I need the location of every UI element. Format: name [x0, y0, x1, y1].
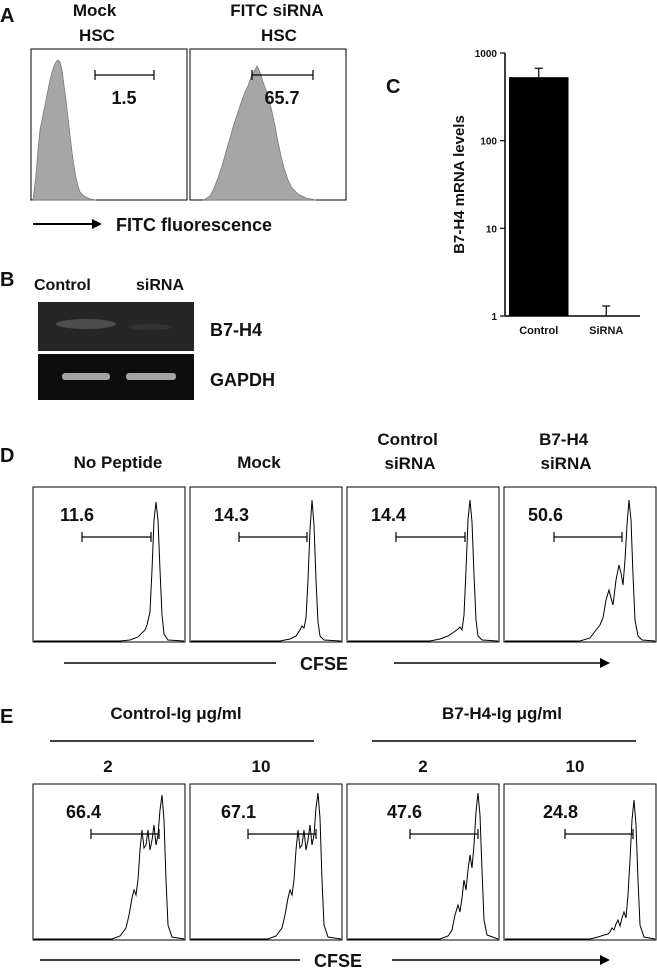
gate-value-control-ig-2: 66.4	[66, 802, 101, 822]
panel-letter-d: D	[0, 445, 14, 467]
band-b7h4-control	[56, 319, 116, 329]
gate-value-fitc-sirna-hsc: 65.7	[264, 88, 299, 108]
histogram-no-peptide	[34, 501, 185, 642]
gate-value-mock-hsc: 1.5	[111, 88, 136, 108]
sample-label-b7h4-sirna: B7-H4 siRNA	[539, 430, 593, 473]
band-label-b7h4: B7-H4	[210, 320, 262, 340]
panel-letter-b: B	[0, 269, 14, 291]
panel-letter-a: A	[0, 5, 14, 27]
histogram-frame-b7h4-ig-10	[503, 783, 657, 941]
group-label-b7h4-ig: B7-H4-Ig μg/ml	[442, 704, 562, 723]
y-tick-label: 100	[480, 137, 497, 148]
sample-label-mock-hsc-line2: HSC	[79, 26, 115, 45]
cfse-axis-label-d: CFSE	[300, 654, 348, 674]
histogram-control-ig-2	[34, 794, 185, 940]
y-tick-label: 1	[491, 312, 497, 323]
panel-c: C 1 10 100 1000 Control SiRNA B7-H4 mRNA level…	[386, 49, 640, 337]
sample-label-b7h4-sirna-line1: B7-H4	[539, 430, 589, 449]
histogram-fitc-sirna-hsc	[202, 65, 317, 201]
sample-label-mock-hsc-line1: Mock	[73, 1, 117, 20]
panel-letter-c: C	[386, 76, 400, 98]
histogram-b7h4-ig-10	[505, 799, 656, 940]
panel-e: E Control-Ig μg/ml B7-H4-Ig μg/ml 2 10 2…	[0, 704, 657, 969]
bar-control	[509, 77, 569, 316]
histogram-frame-no-peptide	[32, 486, 186, 643]
lane-label-sirna: siRNA	[136, 277, 184, 294]
cfse-axis-label-e: CFSE	[314, 951, 362, 969]
band-gapdh-control	[62, 373, 110, 380]
x-tick-label-control: Control	[519, 325, 558, 337]
sample-label-mock-hsc: Mock HSC	[73, 1, 121, 45]
histogram-frame-control-ig-10	[189, 783, 343, 941]
gate-value-control-sirna: 14.4	[371, 505, 406, 525]
histogram-frame-b7h4-ig-2	[346, 783, 500, 941]
gate-value-b7h4-ig-2: 47.6	[387, 802, 422, 822]
y-tick-label: 10	[486, 224, 498, 235]
histogram-control-ig-10	[191, 792, 342, 940]
histogram-frame-control-sirna	[346, 486, 500, 643]
sample-label-control-sirna: Control siRNA	[377, 430, 442, 473]
bar-chart-b7h4-mrna: 1 10 100 1000 Control SiRNA B7-H4 mRNA levels	[451, 49, 640, 337]
gate-control-ig-10	[247, 829, 317, 839]
panel-a: A Mock HSC FITC siRNA HSC 1.5 65.7	[0, 1, 347, 235]
lane-label-control: Control	[34, 277, 91, 294]
histogram-frame-b7h4-sirna	[503, 486, 657, 643]
concentration-label-control-2: 2	[103, 757, 112, 776]
band-gapdh-sirna	[126, 373, 176, 380]
gate-control-sirna	[395, 532, 466, 542]
sample-label-control-sirna-line2: siRNA	[384, 454, 435, 473]
histogram-b7h4-sirna	[505, 499, 656, 642]
sample-label-b7h4-sirna-line2: siRNA	[540, 454, 591, 473]
gate-control-ig-2	[90, 829, 160, 839]
histogram-frame-mock	[189, 486, 343, 643]
sample-label-control-sirna-line1: Control	[377, 430, 437, 449]
gate-mock	[238, 532, 308, 542]
concentration-label-control-10: 10	[252, 757, 271, 776]
y-tick-label: 1000	[475, 49, 498, 60]
concentration-label-b7h4-10: 10	[566, 757, 585, 776]
band-b7h4-sirna	[128, 324, 172, 330]
gate-b7h4-sirna	[553, 532, 623, 542]
group-label-control-ig: Control-Ig μg/ml	[110, 704, 241, 723]
histogram-b7h4-ig-2	[348, 792, 499, 940]
gate-value-no-peptide: 11.6	[60, 505, 94, 525]
concentration-label-b7h4-2: 2	[418, 757, 427, 776]
gate-no-peptide	[81, 532, 152, 542]
gate-b7h4-ig-2	[409, 829, 479, 839]
gate-b7h4-ig-10	[564, 829, 634, 839]
gate-mock-hsc	[94, 70, 155, 80]
fitc-axis-label: FITC fluorescence	[116, 215, 272, 235]
band-label-gapdh: GAPDH	[210, 370, 275, 390]
sample-label-fitc-sirna-hsc-line2: HSC	[261, 26, 297, 45]
gate-value-control-ig-10: 67.1	[221, 802, 256, 822]
sample-label-fitc-sirna-hsc: FITC siRNA HSC	[230, 1, 328, 45]
gate-value-mock: 14.3	[214, 505, 249, 525]
panel-b: B Control siRNA B7-H4 GAPDH	[0, 269, 275, 400]
histogram-mock	[191, 499, 342, 642]
histogram-frame-control-ig-2	[32, 783, 186, 941]
gate-value-b7h4-ig-10: 24.8	[543, 802, 578, 822]
sample-label-fitc-sirna-hsc-line1: FITC siRNA	[230, 1, 323, 20]
panel-d: D No Peptide Mock Control siRNA B7-H4 si…	[0, 430, 657, 674]
gate-fitc-sirna-hsc	[251, 70, 314, 80]
gate-value-b7h4-sirna: 50.6	[528, 505, 563, 525]
y-axis-label: B7-H4 mRNA levels	[451, 115, 468, 254]
histogram-frame-mock-hsc	[30, 48, 188, 201]
panel-letter-e: E	[0, 706, 13, 728]
histogram-mock-hsc	[32, 59, 97, 201]
x-tick-label-sirna: SiRNA	[589, 325, 623, 337]
histogram-control-sirna	[348, 499, 499, 642]
sample-label-mock: Mock	[237, 453, 281, 472]
sample-label-no-peptide: No Peptide	[74, 453, 163, 472]
